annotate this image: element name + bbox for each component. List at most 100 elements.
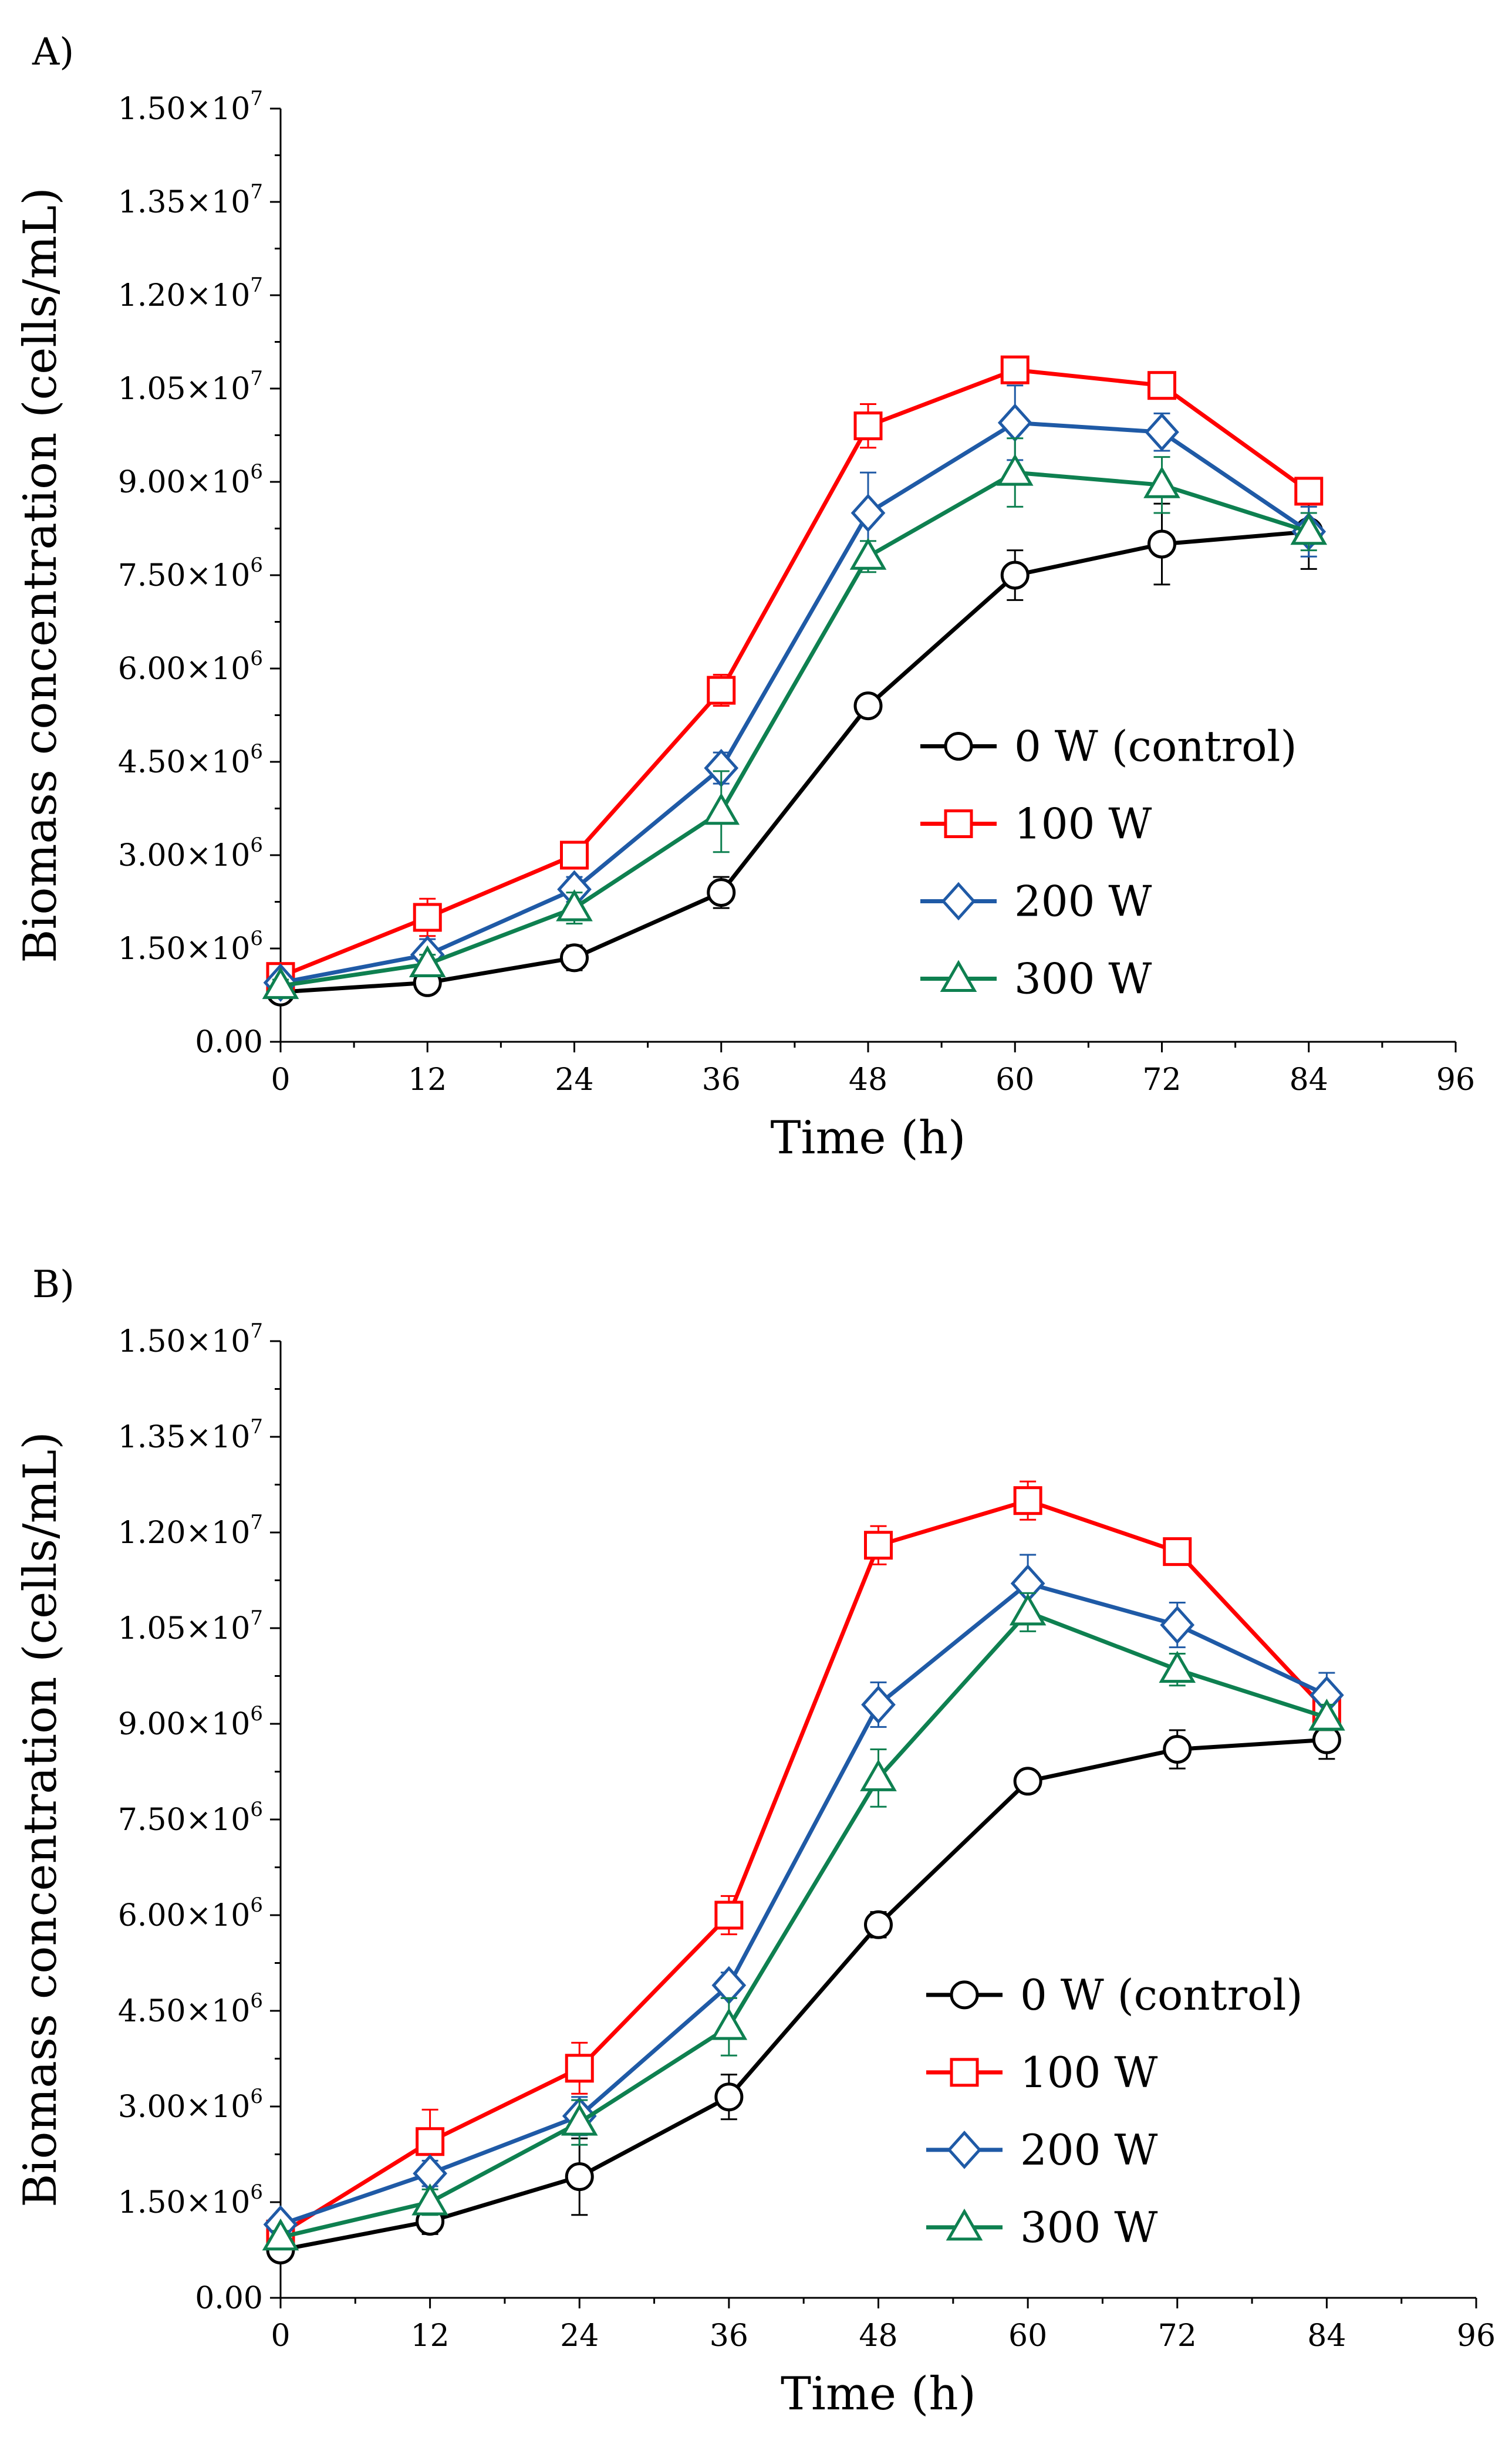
data-point [262, 967, 299, 1000]
y-axis-title: Biomass concentration (cells/mL) [14, 1432, 67, 2207]
series-1 [266, 1480, 1341, 2249]
data-point [1148, 371, 1176, 400]
data-point [1000, 561, 1030, 590]
x-axis-title: Time (h) [771, 1112, 966, 1164]
data-point [560, 943, 589, 973]
y-tick-label: 1.05×107 [118, 367, 263, 407]
x-tick-label: 0 [271, 1062, 290, 1098]
legend-marker [946, 2208, 983, 2241]
y-tick-label: 6.00×106 [118, 647, 263, 687]
x-tick-label: 96 [1436, 1062, 1475, 1098]
y-tick-label: 1.05×107 [118, 1606, 263, 1646]
y-tick-label: 1.50×106 [118, 2180, 263, 2220]
series-line [280, 470, 1310, 988]
data-point [1159, 1650, 1196, 1683]
series-line [279, 367, 1310, 978]
data-point [413, 903, 442, 932]
y-tick-label: 4.50×106 [118, 1989, 263, 2029]
legend-marker [944, 732, 973, 761]
x-axis-title: Time (h) [781, 2368, 976, 2421]
y-tick-label: 3.00×106 [118, 833, 263, 873]
data-point [710, 2008, 748, 2040]
legend: 0 W (control) 100 W 200 W 300 W [926, 1970, 1303, 2252]
data-point [1148, 529, 1176, 559]
series-line [280, 529, 1310, 994]
data-point [561, 2104, 598, 2136]
chart-panel-a: A) 0.00 1.50×106 3.00×106 4.50×106 6.00×106 7.… [14, 31, 1475, 1164]
data-point [262, 2218, 299, 2251]
data-point [1163, 1734, 1192, 1764]
x-tick-label: 12 [411, 2318, 450, 2354]
legend-label: 200 W [1020, 2125, 1157, 2175]
data-point [707, 878, 736, 907]
panel-label: B) [32, 1263, 75, 1307]
data-point [714, 1900, 744, 1930]
data-point [1009, 1593, 1047, 1626]
y-tick-label: 0.00 [195, 2281, 263, 2316]
y-tick-label: 4.50×106 [118, 740, 263, 780]
data-point [864, 1910, 893, 1939]
series-3 [262, 1592, 1345, 2251]
y-tick-label: 6.00×106 [118, 1893, 263, 1933]
y-tick-label: 9.00×106 [118, 1702, 263, 1742]
legend: 0 W (control) 100 W 200 W 300 W [920, 722, 1297, 1004]
x-tick-label: 48 [859, 2318, 897, 2354]
data-point [560, 840, 589, 870]
chart-panel-b: B) 0.00 1.50×106 3.00×106 4.50×106 6.00×106 7.… [14, 1263, 1496, 2421]
x-tick-label: 0 [271, 2318, 290, 2354]
data-point [409, 945, 446, 977]
x-tick-label: 36 [702, 1062, 741, 1098]
series-1 [266, 355, 1324, 991]
legend-marker [940, 960, 977, 992]
series-line [280, 1610, 1328, 2240]
y-tick-label: 3.00×106 [118, 2085, 263, 2125]
x-tick-label: 60 [1008, 2318, 1047, 2354]
y-tick-label: 1.35×107 [118, 180, 263, 220]
data-point [416, 2127, 445, 2156]
y-tick-label: 7.50×106 [118, 553, 263, 593]
data-point [853, 411, 883, 441]
data-point [1294, 477, 1324, 506]
data-point [1145, 413, 1179, 451]
y-tick-label: 1.35×107 [118, 1415, 263, 1455]
series-line [280, 420, 1310, 985]
y-tick-label: 1.50×107 [118, 1319, 263, 1359]
legend-marker [941, 882, 976, 921]
legend-label: 0 W (control) [1014, 722, 1297, 771]
data-point [1013, 1767, 1042, 1796]
legend-marker [947, 2131, 982, 2169]
data-point [1000, 355, 1030, 384]
data-point [1308, 1699, 1345, 1731]
x-tick-label: 24 [555, 1062, 593, 1098]
data-point [997, 403, 1032, 443]
data-point [864, 1531, 893, 1560]
panel-label: A) [32, 31, 74, 74]
data-point [1143, 466, 1180, 498]
x-tick-label: 84 [1307, 2318, 1346, 2354]
data-point [1013, 1486, 1042, 1515]
data-point [556, 889, 593, 921]
data-point [565, 2054, 594, 2083]
data-point [861, 1685, 896, 1724]
y-tick-label: 1.50×106 [118, 927, 263, 967]
x-tick-label: 36 [710, 2318, 748, 2354]
data-point [1163, 1537, 1192, 1567]
series-line [279, 1581, 1328, 2227]
legend-label: 300 W [1014, 954, 1152, 1004]
data-point [411, 2183, 448, 2216]
x-tick-label: 72 [1142, 1062, 1181, 1098]
legend-marker [944, 809, 973, 838]
x-tick-label: 24 [560, 2318, 599, 2354]
data-point [565, 2162, 594, 2192]
y-tick-label: 0.00 [195, 1025, 263, 1060]
legend-marker [950, 1980, 979, 2010]
data-point [1160, 1605, 1195, 1645]
y-tick-label: 9.00×106 [118, 460, 263, 500]
y-tick-label: 1.50×107 [118, 87, 263, 127]
x-tick-label: 12 [408, 1062, 447, 1098]
series-3 [262, 437, 1328, 1000]
series-line [280, 1737, 1327, 2252]
data-point [860, 1759, 897, 1791]
series-line [279, 1498, 1328, 2236]
